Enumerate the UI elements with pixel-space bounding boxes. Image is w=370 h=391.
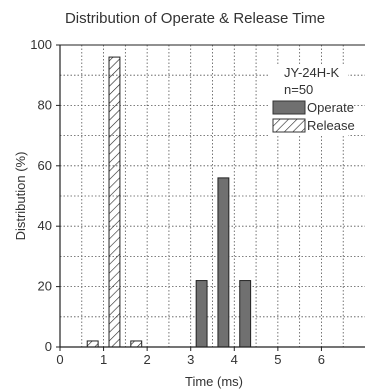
bar-operate (239, 280, 252, 348)
bar-release (130, 340, 143, 348)
x-tick-label: 4 (231, 352, 238, 367)
y-tick-label: 60 (38, 158, 52, 173)
x-tick-label: 6 (318, 352, 325, 367)
legend-label-release: Release (307, 118, 355, 133)
x-tick-label: 1 (100, 352, 107, 367)
x-axis-label: Time (ms) (185, 374, 243, 389)
bar-operate (195, 280, 208, 348)
legend-swatch-release (272, 118, 306, 133)
y-tick-label: 0 (45, 339, 52, 354)
y-tick-label: 20 (38, 279, 52, 294)
bars (86, 56, 252, 348)
y-tick-label: 40 (38, 218, 52, 233)
legend: JY-24H-K n=50 Operate Release (270, 64, 355, 136)
x-tick-label: 2 (144, 352, 151, 367)
bar-operate (217, 177, 230, 348)
x-tick-label: 0 (56, 352, 63, 367)
y-tick-label: 80 (38, 97, 52, 112)
axes (56, 44, 365, 351)
bar-release (86, 340, 99, 348)
bar-release (108, 56, 121, 348)
x-tick-label: 5 (274, 352, 281, 367)
y-axis-label: Distribution (%) (13, 152, 28, 241)
x-tick-label: 3 (187, 352, 194, 367)
chart-title: Distribution of Operate & Release Time (65, 10, 325, 27)
legend-swatch-operate (272, 100, 306, 115)
legend-annotation-model: JY-24H-K (284, 65, 339, 80)
legend-annotation-count: n=50 (284, 82, 313, 97)
y-tick-label: 100 (30, 37, 52, 52)
legend-label-operate: Operate (307, 100, 354, 115)
